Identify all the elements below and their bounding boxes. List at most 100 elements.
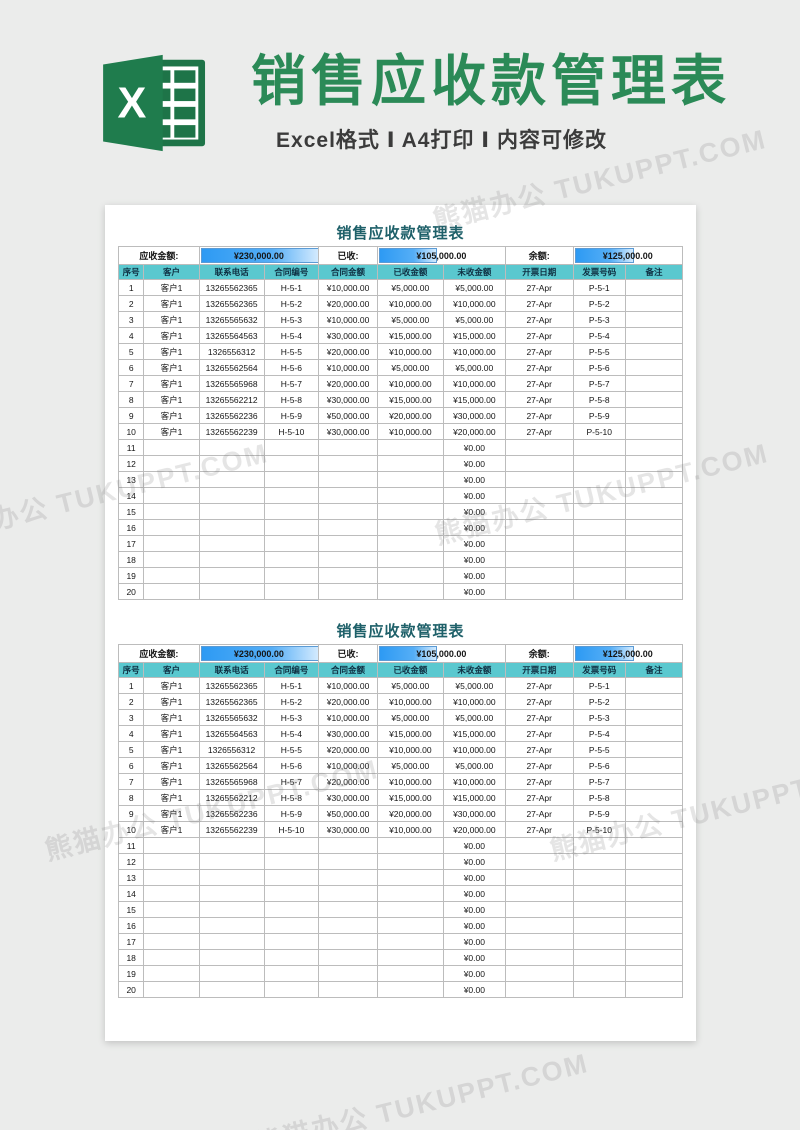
cell: ¥0.00 [442,981,506,998]
cell: ¥20,000.00 [442,423,506,440]
cell [572,885,626,902]
cell [376,503,444,520]
cell: 13265565968 [198,375,265,392]
cell: P-5-10 [572,821,626,838]
cell [376,933,444,950]
cell [504,837,574,854]
cell [504,535,574,552]
cell [624,471,684,488]
cell [572,853,626,870]
cell: ¥30,000.00 [318,423,378,440]
cell: 16 [117,519,145,536]
cell: H-5-9 [263,805,320,822]
cell [624,423,684,440]
table-row: 11 ¥0.00 [117,439,684,456]
summary-value: ¥125,000.00 [602,648,653,659]
cell: ¥10,000.00 [318,359,378,376]
cell [263,869,320,886]
cell: H-5-1 [263,677,320,694]
cell [624,725,684,742]
cell [318,853,378,870]
cell: 客户1 [143,709,200,726]
column-header: 合同编号 [263,662,320,678]
cell [318,837,378,854]
cell: H-5-9 [263,407,320,424]
cell: 13265562236 [198,407,265,424]
cell [624,709,684,726]
cell [624,981,684,998]
cell [143,583,200,600]
cell [624,279,684,296]
cell [318,981,378,998]
cell: 1 [117,279,145,296]
summary-databar [574,646,635,661]
cell [624,789,684,806]
cell [376,439,444,456]
cell [376,965,444,982]
cell [198,853,265,870]
summary-label: 应收金额: [118,644,200,663]
cell [198,503,265,520]
cell: 客户1 [143,359,200,376]
cell: P-5-5 [572,343,626,360]
cell [376,455,444,472]
column-header: 序号 [117,662,145,678]
cell [263,885,320,902]
column-header: 联系电话 [198,662,265,678]
cell: 9 [117,407,145,424]
cell: H-5-8 [263,391,320,408]
cell [376,487,444,504]
table-row: 13 ¥0.00 [117,471,684,488]
cell: 客户1 [143,375,200,392]
cell: ¥10,000.00 [376,741,444,758]
cell [504,471,574,488]
cell [572,901,626,918]
cell [263,965,320,982]
column-header: 发票号码 [572,662,626,678]
table-row: 4 客户1 13265564563 H-5-4 ¥30,000.00 ¥15,000.00… [117,725,684,742]
cell [318,965,378,982]
cell [624,487,684,504]
cell: 13265562212 [198,789,265,806]
cell [143,535,200,552]
cell [624,375,684,392]
cell: ¥5,000.00 [442,311,506,328]
cell: ¥20,000.00 [318,773,378,790]
cell [572,917,626,934]
cell [318,455,378,472]
cell: 14 [117,487,145,504]
cell [263,471,320,488]
table-row: 11 ¥0.00 [117,837,684,854]
cell [143,901,200,918]
cell: 27-Apr [504,789,574,806]
cell [624,535,684,552]
cell: P-5-6 [572,359,626,376]
cell: ¥0.00 [442,901,506,918]
cell: P-5-4 [572,327,626,344]
cell [198,917,265,934]
cell: 27-Apr [504,725,574,742]
cell: 19 [117,965,145,982]
cell: H-5-8 [263,789,320,806]
cell: ¥50,000.00 [318,805,378,822]
cell [624,359,684,376]
cell [376,981,444,998]
cell: 27-Apr [504,757,574,774]
cell [376,535,444,552]
table-row: 10 客户1 13265562239 H-5-10 ¥30,000.00 ¥10,000.… [117,821,684,838]
cell: H-5-4 [263,327,320,344]
cell: 20 [117,981,145,998]
table-row: 20 ¥0.00 [117,981,684,998]
cell: 4 [117,725,145,742]
sheet-title: 销售应收款管理表 [336,225,465,242]
cell [198,567,265,584]
cell: 27-Apr [504,279,574,296]
cell [318,567,378,584]
cell: ¥10,000.00 [376,375,444,392]
column-header: 合同金额 [318,264,378,280]
column-header: 合同金额 [318,662,378,678]
cell [572,567,626,584]
cell: ¥20,000.00 [376,407,444,424]
cell: 3 [117,311,145,328]
cell [572,455,626,472]
